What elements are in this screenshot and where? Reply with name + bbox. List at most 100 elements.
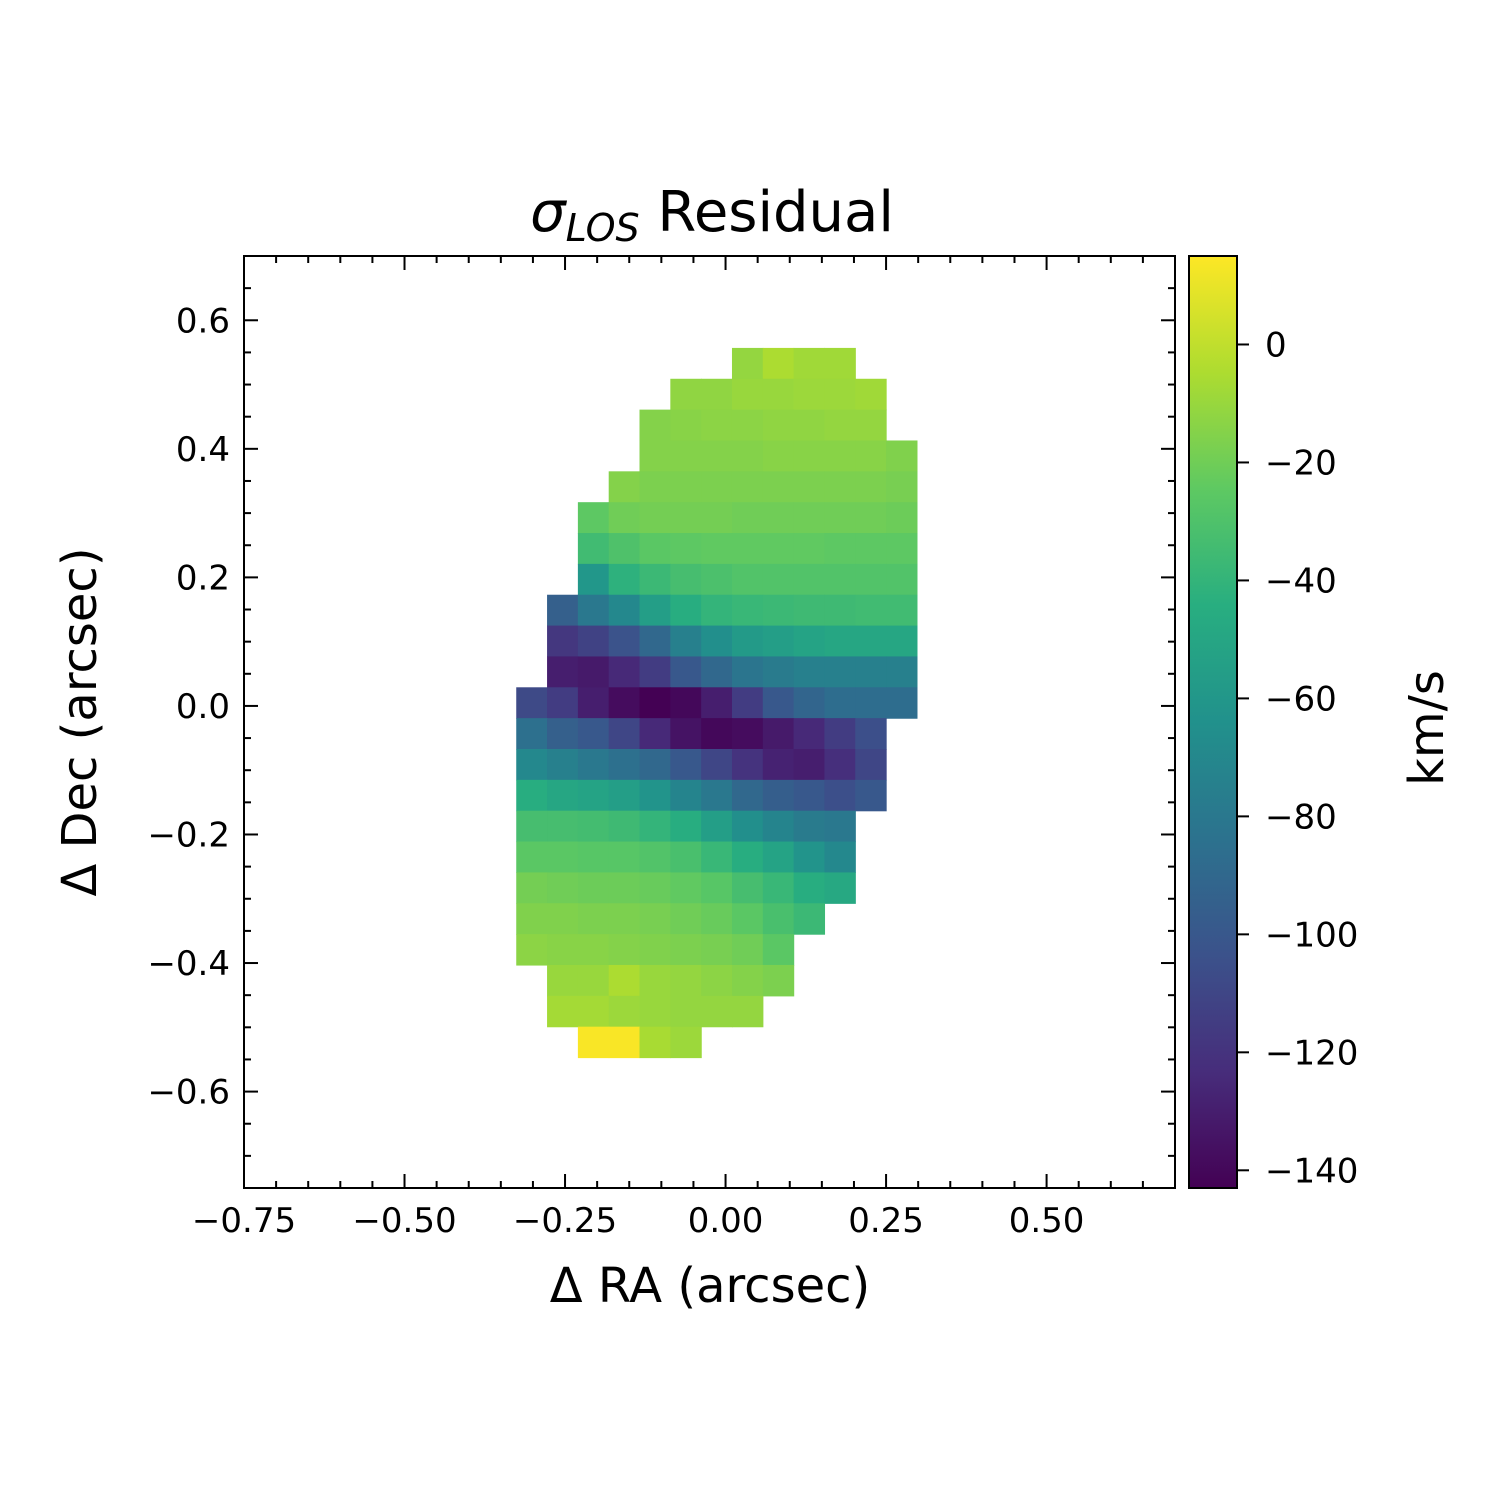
- heatmap-cell: [608, 1026, 641, 1059]
- heatmap-cell: [886, 471, 918, 503]
- heatmap-cell: [639, 656, 671, 688]
- colorbar-tick-label: −20: [1265, 443, 1337, 483]
- colorbar-tick-label: −80: [1265, 797, 1337, 837]
- heatmap-cell: [547, 594, 579, 627]
- heatmap-cell: [639, 810, 671, 843]
- heatmap-cell: [639, 934, 671, 966]
- heatmap-cell: [731, 687, 764, 719]
- heatmap-cell: [731, 934, 764, 966]
- heatmap-cell: [608, 687, 641, 719]
- heatmap-cell: [731, 378, 764, 411]
- heatmap-cell: [670, 502, 702, 534]
- heatmap-cell: [793, 779, 826, 812]
- heatmap-cell: [824, 779, 856, 812]
- heatmap-cell: [824, 687, 856, 719]
- x-tick-label: −0.75: [192, 1201, 296, 1241]
- heatmap-cell: [855, 718, 887, 750]
- heatmap-cell: [855, 594, 887, 627]
- heatmap-cell: [793, 409, 826, 442]
- colorbar-tick-label: −140: [1265, 1151, 1358, 1191]
- heatmap-cell: [577, 594, 610, 627]
- heatmap-cell: [516, 749, 548, 781]
- heatmap-cells: [516, 347, 918, 1059]
- heatmap-cell: [516, 934, 548, 966]
- heatmap-cell: [731, 872, 764, 904]
- heatmap-cell: [547, 810, 579, 843]
- heatmap-cell: [886, 502, 918, 534]
- heatmap-cell: [577, 995, 610, 1028]
- heatmap-cell: [731, 440, 764, 472]
- heatmap-cell: [639, 625, 671, 658]
- heatmap-cell: [639, 995, 671, 1028]
- heatmap-cell: [639, 409, 671, 442]
- heatmap-cell: [731, 964, 764, 997]
- heatmap-cell: [701, 471, 733, 503]
- heatmap-cell: [855, 687, 887, 719]
- heatmap-cell: [855, 440, 887, 472]
- heatmap-cell: [547, 656, 579, 688]
- heatmap-cell: [701, 718, 733, 750]
- heatmap-cell: [762, 563, 795, 596]
- heatmap-cell: [793, 563, 826, 596]
- heatmap-cell: [731, 502, 764, 534]
- heatmap-cell: [701, 934, 733, 966]
- heatmap-cell: [639, 563, 671, 596]
- heatmap-cell: [762, 964, 795, 997]
- heatmap-cell: [516, 903, 548, 935]
- y-tick-label: 0.2: [176, 558, 230, 598]
- heatmap-cell: [824, 872, 856, 904]
- heatmap-cell: [577, 872, 610, 904]
- heatmap-cell: [670, 409, 702, 442]
- heatmap-cell: [762, 594, 795, 627]
- heatmap-cell: [731, 810, 764, 843]
- heatmap-cell: [577, 749, 610, 781]
- heatmap-cell: [577, 903, 610, 935]
- title-subscript: LOS: [566, 206, 640, 250]
- heatmap-cell: [793, 625, 826, 658]
- heatmap-cell: [577, 779, 610, 812]
- heatmap-cell: [855, 533, 887, 565]
- colorbar-tick-label: −40: [1265, 561, 1337, 601]
- heatmap-cell: [886, 533, 918, 565]
- heatmap-cell: [793, 378, 826, 411]
- heatmap-cell: [855, 749, 887, 781]
- heatmap-cell: [547, 841, 579, 873]
- heatmap-cell: [639, 533, 671, 565]
- heatmap-cell: [670, 995, 702, 1028]
- heatmap-cell: [701, 872, 733, 904]
- heatmap-cell: [793, 841, 826, 873]
- heatmap-cell: [701, 841, 733, 873]
- heatmap-cell: [608, 779, 641, 812]
- heatmap-cell: [577, 1026, 610, 1059]
- heatmap-cell: [762, 378, 795, 411]
- heatmap-cell: [762, 533, 795, 565]
- heatmap-cell: [639, 841, 671, 873]
- heatmap-cell: [731, 903, 764, 935]
- heatmap-cell: [639, 1026, 671, 1059]
- heatmap-cell: [731, 779, 764, 812]
- heatmap-cell: [793, 471, 826, 503]
- heatmap-cell: [886, 563, 918, 596]
- heatmap-cell: [701, 594, 733, 627]
- heatmap-cell: [824, 594, 856, 627]
- heatmap-cell: [731, 533, 764, 565]
- heatmap-cell: [731, 563, 764, 596]
- heatmap-cell: [824, 625, 856, 658]
- heatmap-cell: [608, 563, 641, 596]
- heatmap-cell: [886, 687, 918, 719]
- heatmap-cell: [608, 995, 641, 1028]
- colorbar-tick-label: −120: [1265, 1033, 1358, 1073]
- heatmap-cell: [608, 872, 641, 904]
- y-tick-label: −0.6: [147, 1073, 230, 1113]
- heatmap-cell: [547, 995, 579, 1028]
- heatmap-cell: [762, 625, 795, 658]
- heatmap-cell: [670, 656, 702, 688]
- x-axis-label: Δ RA (arcsec): [550, 1258, 870, 1314]
- heatmap-cell: [824, 749, 856, 781]
- heatmap-cell: [701, 995, 733, 1028]
- heatmap-cell: [824, 471, 856, 503]
- heatmap-cell: [516, 810, 548, 843]
- heatmap-cell: [577, 841, 610, 873]
- heatmap-cell: [762, 872, 795, 904]
